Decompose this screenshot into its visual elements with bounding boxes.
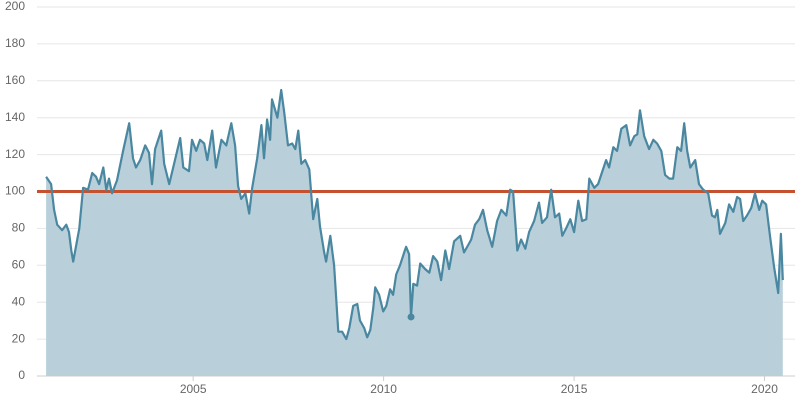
area (46, 90, 783, 376)
y-tick-label: 0 (18, 368, 25, 382)
line (45, 88, 784, 341)
y-tick-label: 60 (12, 257, 26, 271)
y-tick-label: 100 (5, 184, 25, 198)
x-tick-label: 2020 (751, 382, 778, 396)
y-tick-label: 140 (5, 110, 25, 124)
y-tick-label: 160 (5, 73, 25, 87)
y-tick-label: 120 (5, 147, 25, 161)
x-tick-label: 2005 (180, 382, 207, 396)
y-tick-label: 20 (12, 331, 26, 345)
highlight-point (407, 313, 415, 321)
x-tick-label: 2010 (370, 382, 397, 396)
y-tick-label: 40 (12, 294, 26, 308)
y-tick-label: 200 (5, 0, 25, 13)
y-tick-label: 180 (5, 36, 25, 50)
y-tick-label: 80 (12, 221, 26, 235)
x-tick-label: 2015 (561, 382, 588, 396)
